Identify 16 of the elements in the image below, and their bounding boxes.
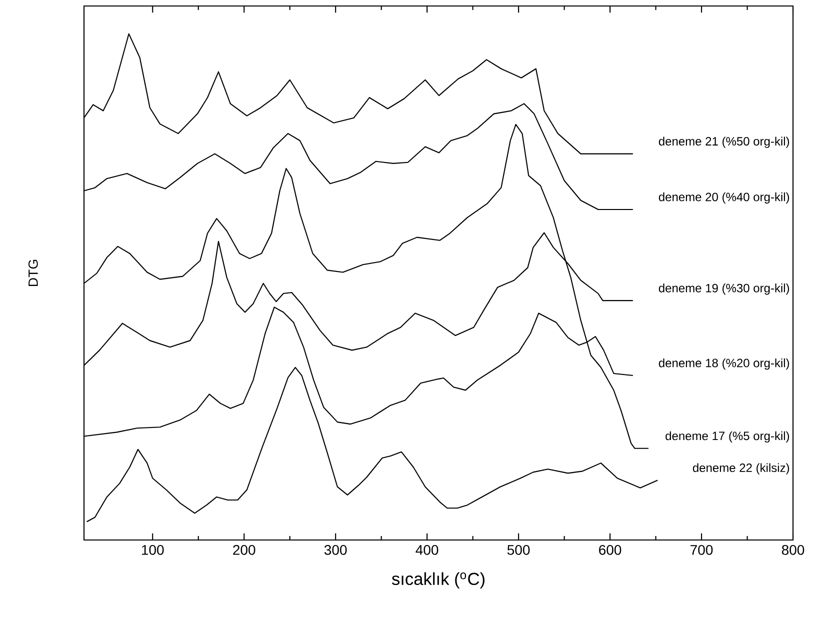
series-label: deneme 17 (%5 org-kil)	[666, 431, 790, 443]
x-tick-label: 100	[142, 544, 164, 555]
text: deneme 22 (kilsiz)	[692, 463, 790, 474]
x-tick-label: 200	[233, 544, 256, 555]
x-tick-label: 300	[324, 544, 347, 555]
x-axis-title: sıcaklık ($^{o}$C)	[392, 572, 484, 588]
x-tick-label: 400	[416, 544, 438, 555]
x-tick-label: 500	[507, 544, 530, 555]
text: deneme 21 (%50 org-kil)	[658, 136, 790, 148]
text: deneme 20 (%40 org-kil)	[658, 192, 790, 204]
x-tick-label: 800	[782, 544, 804, 555]
text: deneme 19 (%30 org-kil)	[658, 284, 790, 295]
x-tick-label: 700	[690, 544, 713, 555]
x-tick-label: 600	[599, 544, 622, 555]
text: deneme 18 (%20 org-kil)	[658, 358, 790, 370]
y-axis-title: DTG	[28, 260, 38, 286]
